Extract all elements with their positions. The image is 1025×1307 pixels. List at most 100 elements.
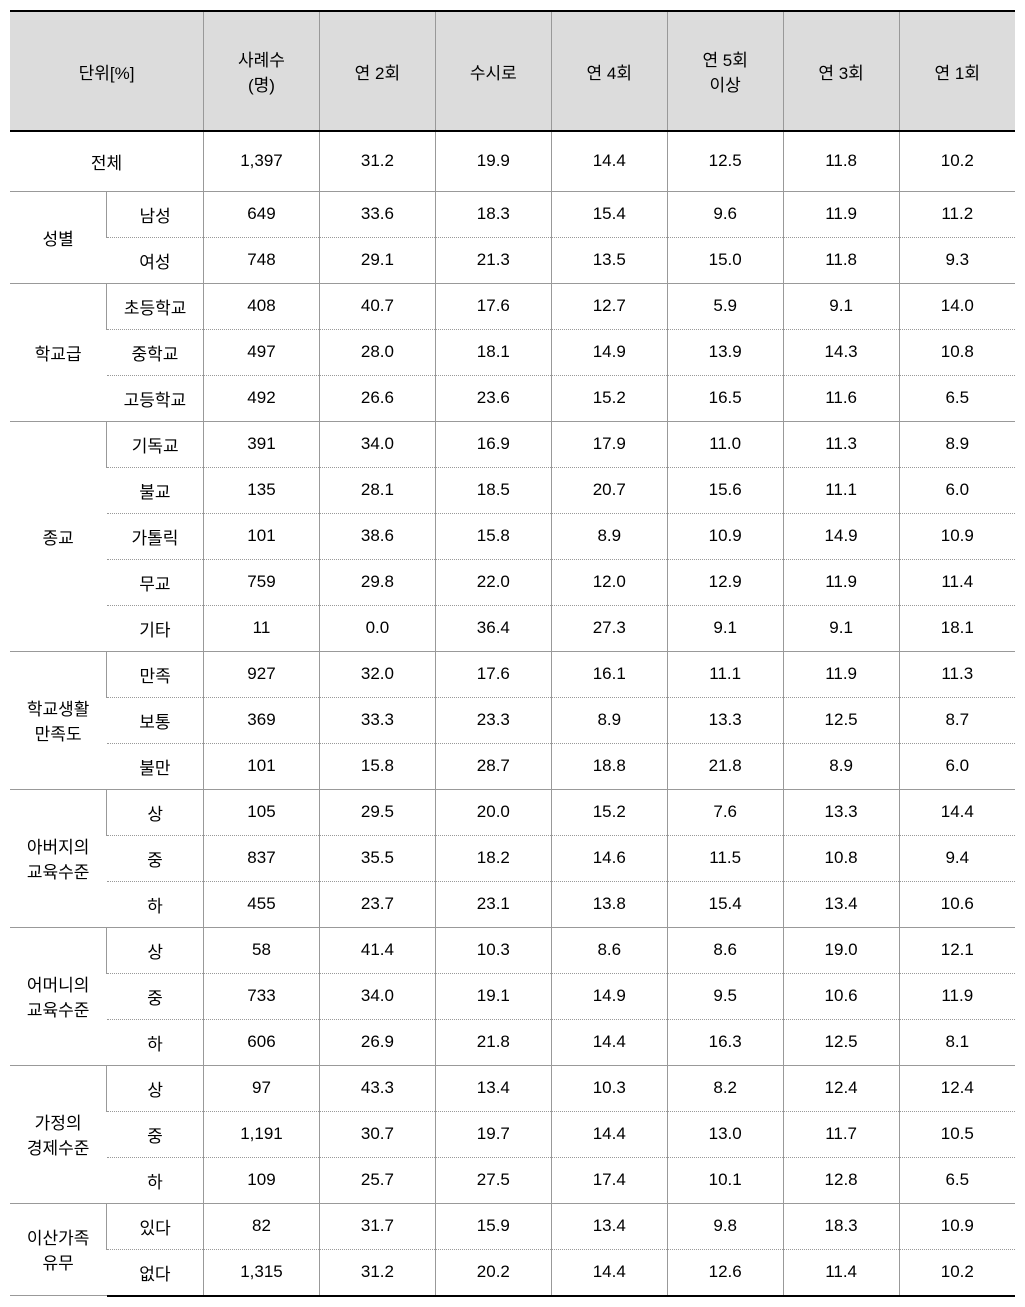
data-cell: 32.0 xyxy=(319,651,435,697)
data-cell: 11.1 xyxy=(783,467,899,513)
data-cell: 492 xyxy=(204,375,320,421)
data-cell: 9.5 xyxy=(667,973,783,1019)
sub-label: 가톨릭 xyxy=(107,513,204,559)
sub-label: 보통 xyxy=(107,697,204,743)
data-cell: 10.3 xyxy=(435,927,551,973)
data-cell: 9.1 xyxy=(783,283,899,329)
data-cell: 29.1 xyxy=(319,237,435,283)
data-cell: 16.9 xyxy=(435,421,551,467)
data-cell: 8.9 xyxy=(783,743,899,789)
table-row: 고등학교49226.623.615.216.511.66.5 xyxy=(10,375,1015,421)
group-label: 종교 xyxy=(10,421,107,651)
data-cell: 14.3 xyxy=(783,329,899,375)
data-cell: 12.6 xyxy=(667,1249,783,1296)
group-label: 학교생활 만족도 xyxy=(10,651,107,789)
table-row: 학교급초등학교40840.717.612.75.99.114.0 xyxy=(10,283,1015,329)
data-cell: 34.0 xyxy=(319,421,435,467)
group-label: 이산가족 유무 xyxy=(10,1203,107,1296)
data-cell: 391 xyxy=(204,421,320,467)
header-col-5: 연 3회 xyxy=(783,11,899,131)
data-cell: 5.9 xyxy=(667,283,783,329)
data-cell: 26.6 xyxy=(319,375,435,421)
table-row: 하45523.723.113.815.413.410.6 xyxy=(10,881,1015,927)
data-cell: 14.9 xyxy=(551,973,667,1019)
table-row: 중73334.019.114.99.510.611.9 xyxy=(10,973,1015,1019)
data-cell: 19.0 xyxy=(783,927,899,973)
sub-label: 여성 xyxy=(107,237,204,283)
data-cell: 11.9 xyxy=(783,651,899,697)
data-cell: 13.4 xyxy=(783,881,899,927)
data-cell: 649 xyxy=(204,191,320,237)
sub-label: 불만 xyxy=(107,743,204,789)
data-cell: 7.6 xyxy=(667,789,783,835)
data-cell: 11.5 xyxy=(667,835,783,881)
data-cell: 18.1 xyxy=(899,605,1015,651)
data-cell: 31.7 xyxy=(319,1203,435,1249)
data-cell: 13.0 xyxy=(667,1111,783,1157)
data-cell: 16.3 xyxy=(667,1019,783,1065)
data-cell: 408 xyxy=(204,283,320,329)
data-cell: 11.0 xyxy=(667,421,783,467)
total-val-5: 11.8 xyxy=(783,131,899,191)
data-cell: 11.6 xyxy=(783,375,899,421)
sub-label: 초등학교 xyxy=(107,283,204,329)
data-cell: 0.0 xyxy=(319,605,435,651)
sub-label: 중학교 xyxy=(107,329,204,375)
total-val-1: 31.2 xyxy=(319,131,435,191)
data-cell: 11.3 xyxy=(899,651,1015,697)
data-cell: 1,191 xyxy=(204,1111,320,1157)
data-cell: 13.5 xyxy=(551,237,667,283)
data-cell: 17.4 xyxy=(551,1157,667,1203)
table-row: 이산가족 유무있다8231.715.913.49.818.310.9 xyxy=(10,1203,1015,1249)
total-val-3: 14.4 xyxy=(551,131,667,191)
data-cell: 21.8 xyxy=(667,743,783,789)
data-cell: 12.4 xyxy=(899,1065,1015,1111)
data-cell: 10.9 xyxy=(899,513,1015,559)
data-cell: 17.9 xyxy=(551,421,667,467)
data-cell: 34.0 xyxy=(319,973,435,1019)
data-cell: 6.0 xyxy=(899,743,1015,789)
data-cell: 15.2 xyxy=(551,375,667,421)
data-cell: 41.4 xyxy=(319,927,435,973)
table-row: 중83735.518.214.611.510.89.4 xyxy=(10,835,1015,881)
data-cell: 10.6 xyxy=(899,881,1015,927)
data-cell: 369 xyxy=(204,697,320,743)
data-cell: 11.8 xyxy=(783,237,899,283)
data-cell: 11.2 xyxy=(899,191,1015,237)
sub-label: 중 xyxy=(107,1111,204,1157)
data-cell: 18.1 xyxy=(435,329,551,375)
data-cell: 15.4 xyxy=(551,191,667,237)
data-cell: 28.0 xyxy=(319,329,435,375)
table-row: 학교생활 만족도만족92732.017.616.111.111.911.3 xyxy=(10,651,1015,697)
data-cell: 10.6 xyxy=(783,973,899,1019)
data-cell: 21.8 xyxy=(435,1019,551,1065)
table-row: 중1,19130.719.714.413.011.710.5 xyxy=(10,1111,1015,1157)
data-cell: 14.4 xyxy=(551,1111,667,1157)
header-col-0: 사례수 (명) xyxy=(204,11,320,131)
table-body: 전체1,39731.219.914.412.511.810.2성별남성64933… xyxy=(10,131,1015,1296)
data-table: 단위[%] 사례수 (명) 연 2회 수시로 연 4회 연 5회 이상 연 3회… xyxy=(10,10,1015,1297)
data-cell: 21.3 xyxy=(435,237,551,283)
data-cell: 15.4 xyxy=(667,881,783,927)
data-cell: 12.7 xyxy=(551,283,667,329)
data-cell: 82 xyxy=(204,1203,320,1249)
data-cell: 33.3 xyxy=(319,697,435,743)
data-cell: 759 xyxy=(204,559,320,605)
sub-label: 중 xyxy=(107,973,204,1019)
group-label: 가정의 경제수준 xyxy=(10,1065,107,1203)
table-row: 없다1,31531.220.214.412.611.410.2 xyxy=(10,1249,1015,1296)
table-row-total: 전체1,39731.219.914.412.511.810.2 xyxy=(10,131,1015,191)
data-cell: 18.2 xyxy=(435,835,551,881)
data-cell: 15.0 xyxy=(667,237,783,283)
data-cell: 16.5 xyxy=(667,375,783,421)
group-label: 아버지의 교육수준 xyxy=(10,789,107,927)
header-col-2: 수시로 xyxy=(435,11,551,131)
sub-label: 상 xyxy=(107,1065,204,1111)
sub-label: 고등학교 xyxy=(107,375,204,421)
data-cell: 25.7 xyxy=(319,1157,435,1203)
data-cell: 15.6 xyxy=(667,467,783,513)
data-cell: 14.4 xyxy=(899,789,1015,835)
sub-label: 중 xyxy=(107,835,204,881)
sub-label: 남성 xyxy=(107,191,204,237)
header-col-3: 연 4회 xyxy=(551,11,667,131)
